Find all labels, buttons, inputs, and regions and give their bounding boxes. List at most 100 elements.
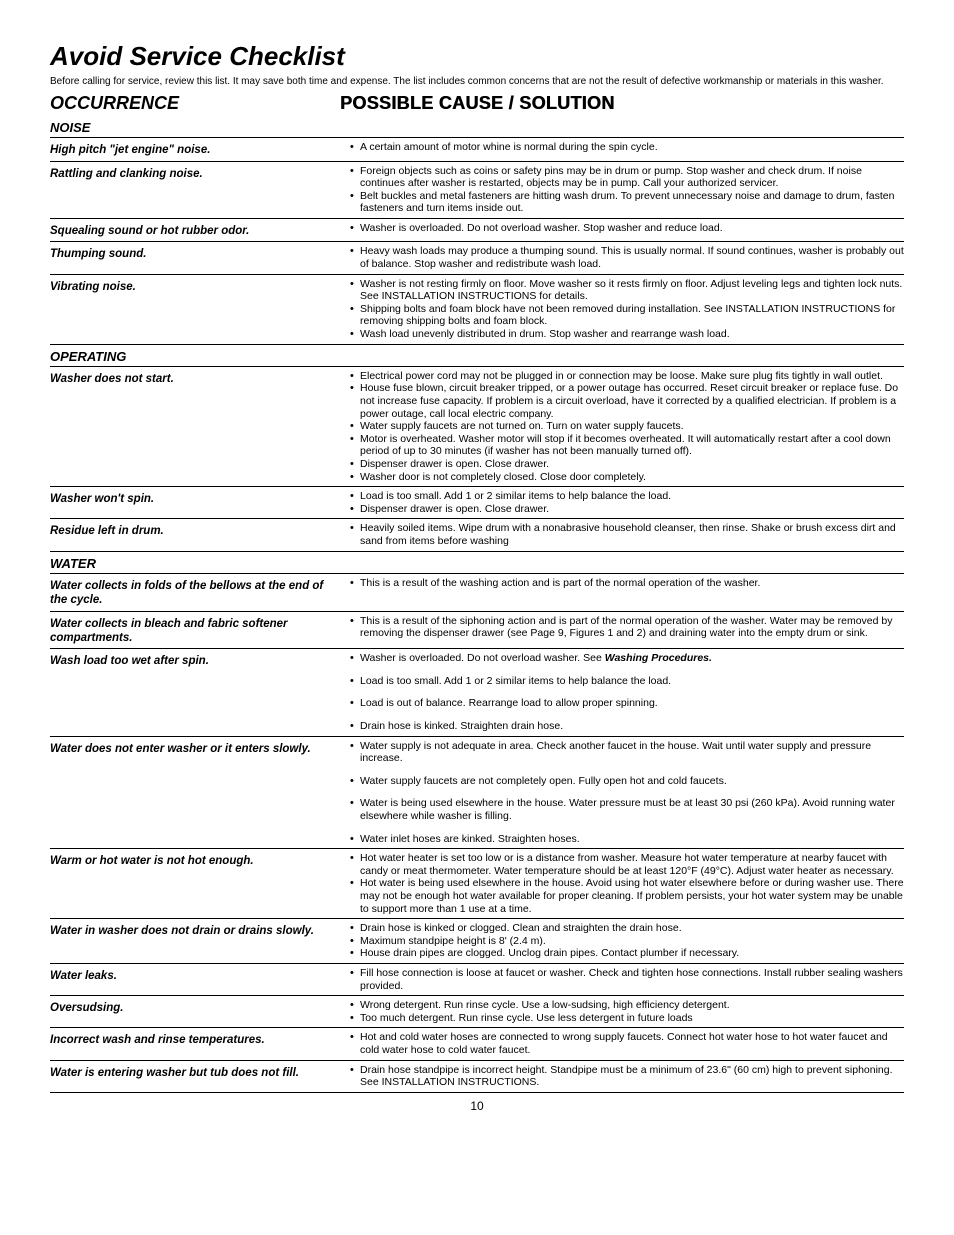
solution-cell: Hot water heater is set too low or is a … [350, 852, 904, 915]
solution-item: Heavily soiled items. Wipe drum with a n… [350, 522, 904, 547]
occurrence-cell: Oversudsing. [50, 999, 350, 1015]
occurrence-cell: Water collects in folds of the bellows a… [50, 577, 350, 608]
category-header: WATER [50, 552, 904, 574]
solution-cell: Wrong detergent. Run rinse cycle. Use a … [350, 999, 904, 1024]
solution-item: Hot and cold water hoses are connected t… [350, 1031, 904, 1056]
solution-cell: Heavily soiled items. Wipe drum with a n… [350, 522, 904, 547]
solution-item: Dispenser drawer is open. Close drawer. [350, 458, 904, 471]
solution-item: House drain pipes are clogged. Unclog dr… [350, 947, 904, 960]
cause-header: POSSIBLE CAUSE / SOLUTION [340, 92, 615, 115]
table-row: Thumping sound.Heavy wash loads may prod… [50, 242, 904, 274]
solution-cell: Drain hose is kinked or clogged. Clean a… [350, 922, 904, 960]
solution-item: Washer door is not completely closed. Cl… [350, 471, 904, 484]
solution-item: Water supply faucets are not turned on. … [350, 420, 904, 433]
solution-cell: Washer is not resting firmly on floor. M… [350, 278, 904, 341]
table-row: Squealing sound or hot rubber odor.Washe… [50, 219, 904, 242]
occurrence-cell: Water does not enter washer or it enters… [50, 740, 350, 756]
solution-item: Too much detergent. Run rinse cycle. Use… [350, 1012, 904, 1025]
solution-item: Drain hose is kinked. Straighten drain h… [350, 720, 904, 733]
solution-item: Hot water is being used elsewhere in the… [350, 877, 904, 915]
table-headers: OCCURRENCE POSSIBLE CAUSE / SOLUTION [50, 92, 904, 115]
solution-item: Electrical power cord may not be plugged… [350, 370, 904, 383]
occurrence-cell: Washer won't spin. [50, 490, 350, 506]
table-row: Residue left in drum.Heavily soiled item… [50, 519, 904, 551]
solution-item: Load is out of balance. Rearrange load t… [350, 697, 904, 710]
occurrence-cell: Water collects in bleach and fabric soft… [50, 615, 350, 646]
table-row: Water in washer does not drain or drains… [50, 919, 904, 964]
solution-item: Shipping bolts and foam block have not b… [350, 303, 904, 328]
page-title: Avoid Service Checklist [50, 40, 904, 73]
solution-item: Foreign objects such as coins or safety … [350, 165, 904, 190]
solution-item: Hot water heater is set too low or is a … [350, 852, 904, 877]
solution-item: Belt buckles and metal fasteners are hit… [350, 190, 904, 215]
solution-item: Washer is overloaded. Do not overload wa… [350, 222, 904, 235]
solution-item: Load is too small. Add 1 or 2 similar it… [350, 490, 904, 503]
occurrence-cell: Squealing sound or hot rubber odor. [50, 222, 350, 238]
occurrence-cell: Incorrect wash and rinse temperatures. [50, 1031, 350, 1047]
table-row: Warm or hot water is not hot enough.Hot … [50, 849, 904, 919]
solution-cell: Heavy wash loads may produce a thumping … [350, 245, 904, 270]
solution-item: Washer is not resting firmly on floor. M… [350, 278, 904, 303]
occurrence-cell: Water leaks. [50, 967, 350, 983]
solution-cell: This is a result of the washing action a… [350, 577, 904, 590]
solution-item: Water supply is not adequate in area. Ch… [350, 740, 904, 765]
solution-cell: Washer is overloaded. Do not overload wa… [350, 652, 904, 732]
category-header: NOISE [50, 116, 904, 138]
solution-item: Drain hose is kinked or clogged. Clean a… [350, 922, 904, 935]
solution-item: Washer is overloaded. Do not overload wa… [350, 652, 904, 665]
solution-cell: Fill hose connection is loose at faucet … [350, 967, 904, 992]
solution-item: Maximum standpipe height is 8' (2.4 m). [350, 935, 904, 948]
occurrence-cell: Water is entering washer but tub does no… [50, 1064, 350, 1080]
table-row: Water leaks.Fill hose connection is loos… [50, 964, 904, 996]
solution-cell: A certain amount of motor whine is norma… [350, 141, 904, 154]
intro-text: Before calling for service, review this … [50, 75, 904, 88]
solution-cell: This is a result of the siphoning action… [350, 615, 904, 640]
occurrence-cell: Wash load too wet after spin. [50, 652, 350, 668]
solution-cell: Electrical power cord may not be plugged… [350, 370, 904, 483]
checklist-table: NOISEHigh pitch "jet engine" noise.A cer… [50, 116, 904, 1093]
occurrence-cell: Thumping sound. [50, 245, 350, 261]
solution-item: A certain amount of motor whine is norma… [350, 141, 904, 154]
solution-item: Drain hose standpipe is incorrect height… [350, 1064, 904, 1089]
occurrence-cell: Vibrating noise. [50, 278, 350, 294]
occurrence-cell: Warm or hot water is not hot enough. [50, 852, 350, 868]
category-header: OPERATING [50, 345, 904, 367]
solution-item: Fill hose connection is loose at faucet … [350, 967, 904, 992]
solution-cell: Drain hose standpipe is incorrect height… [350, 1064, 904, 1089]
table-row: Washer does not start.Electrical power c… [50, 367, 904, 487]
solution-item: House fuse blown, circuit breaker trippe… [350, 382, 904, 420]
solution-item: Load is too small. Add 1 or 2 similar it… [350, 675, 904, 688]
table-row: Vibrating noise.Washer is not resting fi… [50, 275, 904, 345]
table-row: Water collects in bleach and fabric soft… [50, 612, 904, 650]
solution-cell: Washer is overloaded. Do not overload wa… [350, 222, 904, 235]
solution-item: Water inlet hoses are kinked. Straighten… [350, 833, 904, 846]
table-row: Water is entering washer but tub does no… [50, 1061, 904, 1093]
solution-cell: Hot and cold water hoses are connected t… [350, 1031, 904, 1056]
solution-cell: Water supply is not adequate in area. Ch… [350, 740, 904, 846]
occurrence-cell: High pitch "jet engine" noise. [50, 141, 350, 157]
solution-item: Wash load unevenly distributed in drum. … [350, 328, 904, 341]
solution-item: Water supply faucets are not completely … [350, 775, 904, 788]
page-number: 10 [50, 1099, 904, 1114]
occurrence-cell: Rattling and clanking noise. [50, 165, 350, 181]
solution-item: Heavy wash loads may produce a thumping … [350, 245, 904, 270]
table-row: Water collects in folds of the bellows a… [50, 574, 904, 612]
solution-cell: Foreign objects such as coins or safety … [350, 165, 904, 215]
occurrence-cell: Water in washer does not drain or drains… [50, 922, 350, 938]
occurrence-cell: Residue left in drum. [50, 522, 350, 538]
table-row: High pitch "jet engine" noise.A certain … [50, 138, 904, 161]
solution-cell: Load is too small. Add 1 or 2 similar it… [350, 490, 904, 515]
table-row: Washer won't spin.Load is too small. Add… [50, 487, 904, 519]
table-row: Water does not enter washer or it enters… [50, 737, 904, 850]
solution-item: This is a result of the washing action a… [350, 577, 904, 590]
occurrence-header: OCCURRENCE [50, 92, 340, 115]
table-row: Oversudsing.Wrong detergent. Run rinse c… [50, 996, 904, 1028]
table-row: Incorrect wash and rinse temperatures.Ho… [50, 1028, 904, 1060]
table-row: Wash load too wet after spin.Washer is o… [50, 649, 904, 736]
solution-item: This is a result of the siphoning action… [350, 615, 904, 640]
table-row: Rattling and clanking noise.Foreign obje… [50, 162, 904, 219]
solution-item: Motor is overheated. Washer motor will s… [350, 433, 904, 458]
occurrence-cell: Washer does not start. [50, 370, 350, 386]
solution-item: Wrong detergent. Run rinse cycle. Use a … [350, 999, 904, 1012]
solution-item: Water is being used elsewhere in the hou… [350, 797, 904, 822]
